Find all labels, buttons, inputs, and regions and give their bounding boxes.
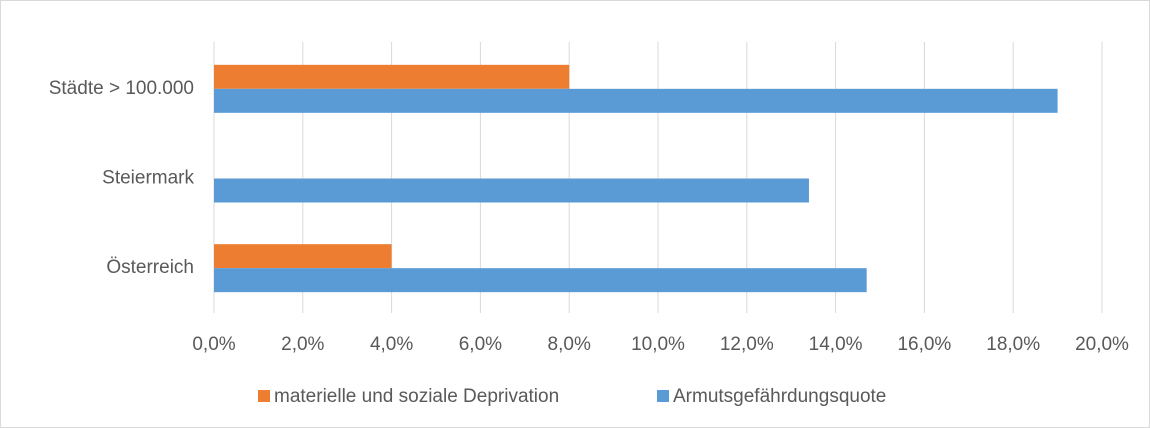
- legend-label: materielle und soziale Deprivation: [274, 386, 559, 407]
- x-tick-label: 0,0%: [192, 334, 235, 355]
- legend-label: Armutsgefährdungsquote: [673, 386, 886, 407]
- bar: [214, 268, 867, 293]
- bar: [214, 88, 1058, 113]
- x-tick-label: 2,0%: [281, 334, 324, 355]
- y-tick-label: Österreich: [106, 257, 194, 278]
- bar: [214, 178, 809, 203]
- x-tick-label: 14,0%: [809, 334, 863, 355]
- bar: [214, 64, 570, 89]
- y-tick-label: Steiermark: [102, 168, 194, 189]
- x-tick-label: 10,0%: [631, 334, 685, 355]
- x-tick-label: 12,0%: [720, 334, 774, 355]
- legend-swatch: [258, 390, 270, 402]
- x-tick-label: 18,0%: [986, 334, 1040, 355]
- y-tick-label: Städte > 100.000: [49, 78, 194, 99]
- x-tick-label: 8,0%: [548, 334, 591, 355]
- legend-swatch: [657, 390, 669, 402]
- x-tick-label: 20,0%: [1075, 334, 1129, 355]
- x-tick-label: 6,0%: [459, 334, 502, 355]
- x-tick-label: 4,0%: [370, 334, 413, 355]
- x-tick-label: 16,0%: [897, 334, 951, 355]
- bar: [214, 244, 392, 269]
